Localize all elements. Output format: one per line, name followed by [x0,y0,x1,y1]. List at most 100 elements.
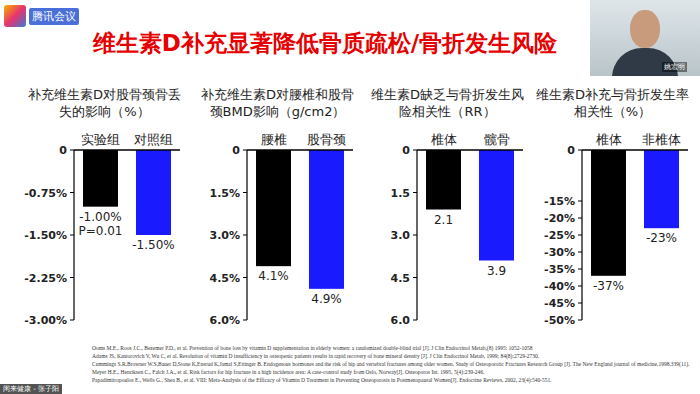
reference: Cummings S.R,Browner W.S,Bauer D,Stone K… [92,360,692,368]
chart: 0 1.5 3.0 4.5 6.0 2.1 3.9 椎体 髋骨 [365,125,530,337]
category-label: 对照组 [134,132,173,147]
y-tick-label: -50% [544,314,575,327]
y-tick [413,192,417,193]
y-tick [578,252,582,253]
y-tick [243,192,247,193]
data-label: 3.9 [487,264,506,278]
y-tick [413,150,417,151]
zero-line [417,149,523,151]
category-label: 椎体 [596,132,622,147]
data-label: -1.50% [132,238,174,252]
y-tick-label: 4.5% [209,272,240,285]
y-tick [578,150,582,151]
y-tick [243,277,247,278]
y-tick-label: -35% [544,263,575,276]
category-label: 腰椎 [261,132,287,147]
data-label: -37% [593,279,624,293]
chart-title: 补充维生素D对股骨颈骨丢失的影响（%） [22,86,187,120]
y-tick-label: 0 [402,144,410,157]
bars [256,150,344,289]
y-tick [413,277,417,278]
y-tick-label: -25% [544,229,575,242]
category-label: 非椎体 [642,132,681,147]
y-tick-label: 0 [232,144,240,157]
annotation: P=0.01 [78,224,122,238]
slide-title: 维生素D补充显著降低骨质疏松/骨折发生风险 [60,28,590,59]
logo: 腾讯会议 [4,4,79,28]
bar [309,150,344,289]
y-tick-label: 0 [59,144,67,157]
y-tick-label: -1.50% [24,229,67,242]
bar [83,150,118,207]
y-tick-label: -40% [544,280,575,293]
y-tick-label: 6.0% [209,314,240,327]
y-tick [70,235,74,236]
data-label: -1.00% [79,210,121,224]
zero-line [74,149,180,151]
y-tick [413,235,417,236]
bar [479,150,514,261]
bar [426,150,461,210]
reference: Papadimitropoulos E., Wells G., Shea B.,… [92,376,692,384]
y-tick [70,277,74,278]
chart-title: 维生素D缺乏与骨折发生风险相关性（RR） [365,86,530,120]
bar [136,150,171,235]
data-label: 4.9% [311,292,342,306]
y-tick [578,235,582,236]
chart: 0 -0.75% -1.50% -2.25% -3.00% -1.00% -1.50% 实验组… [22,125,187,337]
bar [256,150,291,266]
y-tick [243,320,247,321]
y-tick-label: 0 [567,144,575,157]
zero-line [247,149,353,151]
y-tick [243,235,247,236]
y-tick-label: 4.5 [391,272,411,285]
y-tick-label: -2.25% [24,272,67,285]
bars [591,150,679,276]
y-tick-label: -20% [544,212,575,225]
bar [644,150,679,228]
chart-title: 维生素D补充与骨折发生率相关性（%） [530,86,695,120]
y-tick [578,286,582,287]
y-tick-label: 3.0 [391,229,411,242]
bars [426,150,514,261]
bar [591,150,626,276]
references: Ooms M.E., Roos J.C., Bezemer P.D., et a… [92,344,692,384]
data-label: -23% [646,231,677,245]
y-tick [578,201,582,202]
data-label: 4.1% [258,269,289,283]
reference: Meyer H.E., Henriksen C., Falch J.A., et… [92,368,692,376]
y-tick [70,150,74,151]
y-tick [578,269,582,270]
video-person-head [630,10,660,48]
logo-icon [4,5,26,27]
y-tick [243,150,247,151]
category-label: 实验组 [81,132,120,147]
y-tick [578,303,582,304]
y-tick-label: 6.0 [391,314,411,327]
reference: Ooms M.E., Roos J.C., Bezemer P.D., et a… [92,344,692,352]
y-tick-label: -3.00% [24,314,67,327]
y-tick-label: 3.0% [209,229,240,242]
data-label: 2.1 [434,213,453,227]
category-label: 股骨颈 [307,132,346,147]
y-tick-label: 1.5% [209,187,240,200]
y-tick-label: 1.5 [391,187,411,200]
zero-line [582,149,688,151]
chart: 0 1.5% 3.0% 4.5% 6.0% 4.1% 4.9% 腰椎 股骨颈 [195,125,360,337]
y-tick [578,320,582,321]
category-label: 椎体 [431,132,457,147]
logo-text: 腾讯会议 [29,8,79,25]
video-feed: 姚宏明 [590,0,700,76]
category-label: 髋骨 [484,132,510,147]
video-name: 姚宏明 [662,62,687,72]
chart-title: 补充维生素D对腰椎和股骨颈BMD影响（g/cm2） [195,86,360,120]
y-tick-label: -45% [544,297,575,310]
y-tick-label: -0.75% [24,187,67,200]
y-tick-label: -15% [544,195,575,208]
chart: 0 -15% -20% -25% -30% -35% -40% -45% -50% -37% -23… [530,125,695,337]
y-tick-label: -30% [544,246,575,259]
y-tick [70,192,74,193]
y-tick [70,320,74,321]
footer-caption: 闲来健康 - 张子阳 [0,384,62,394]
y-tick [413,320,417,321]
